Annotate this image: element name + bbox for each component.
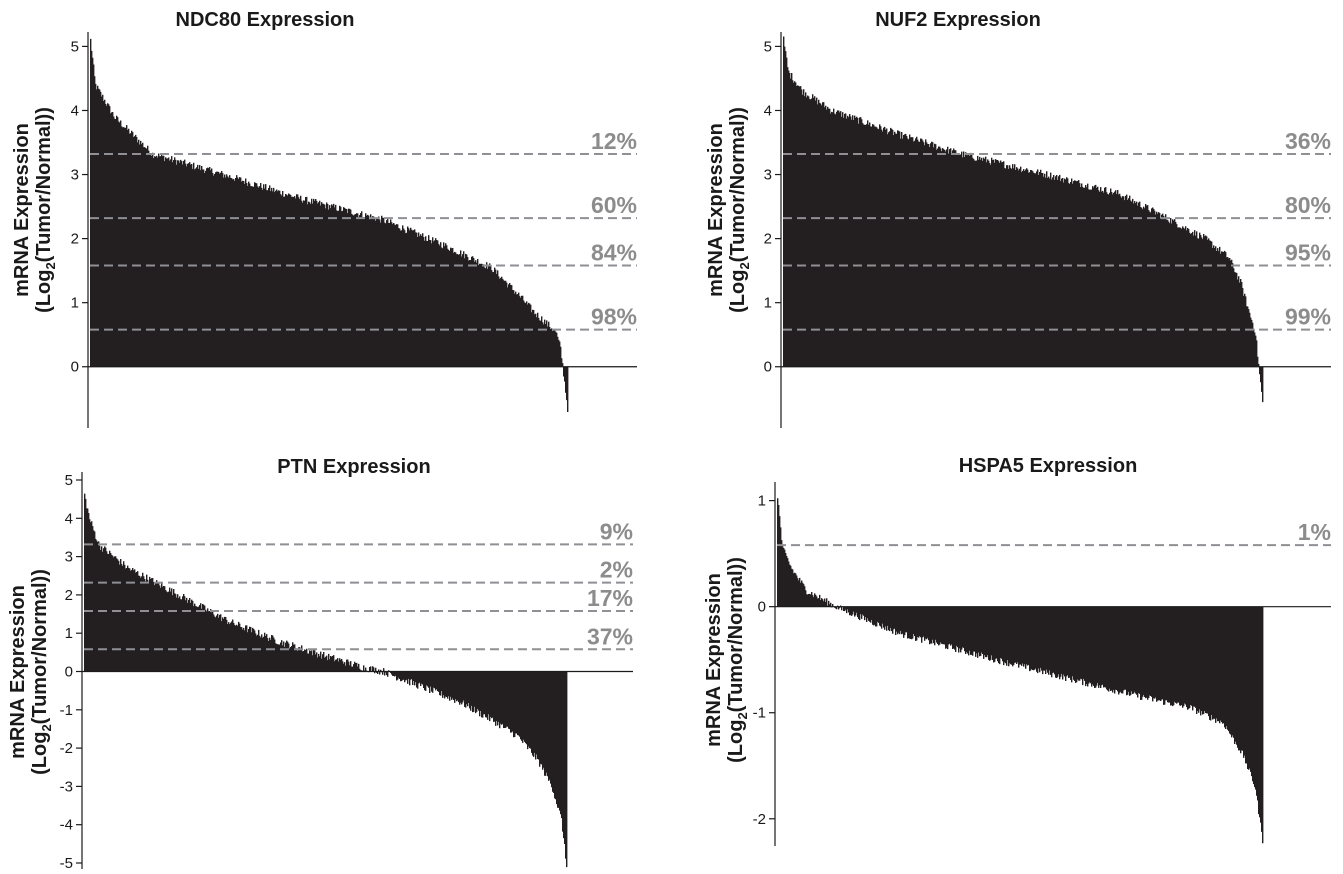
chart-panel-2: 0 1 2 3 4 5 36% 80% 95% 99% NUF2 Expression mRNA Ex… bbox=[705, 9, 1331, 428]
y-tick-label: 1 bbox=[71, 295, 79, 312]
chart-title: NDC80 Expression bbox=[176, 9, 355, 31]
y-tick-label: -3 bbox=[60, 778, 73, 795]
y-axis-label: mRNA Expression bbox=[705, 123, 727, 297]
chart-title: PTN Expression bbox=[277, 456, 430, 478]
threshold-percent-label: 1% bbox=[1298, 519, 1331, 545]
y-tick-label: 2 bbox=[71, 231, 79, 248]
expression-bars bbox=[84, 493, 568, 868]
chart-panel-1: 0 1 2 3 4 5 12% 60% 84% 98% NDC80 Expression mRNA E… bbox=[11, 9, 637, 428]
y-tick-label: -5 bbox=[60, 855, 73, 872]
y-tick-label: 3 bbox=[71, 167, 79, 184]
y-tick-label: -1 bbox=[753, 705, 766, 722]
y-tick-label: 4 bbox=[764, 102, 772, 119]
bars bbox=[777, 498, 1264, 844]
chart-title: NUF2 Expression bbox=[875, 9, 1041, 31]
y-tick-label: -2 bbox=[60, 740, 73, 757]
threshold-percent-label: 99% bbox=[1285, 304, 1331, 330]
bars bbox=[84, 493, 568, 868]
y-tick-label: 2 bbox=[65, 587, 73, 604]
chart-title: HSPA5 Expression bbox=[959, 455, 1138, 477]
threshold-percent-label: 80% bbox=[1285, 192, 1331, 218]
threshold-percent-label: 9% bbox=[600, 518, 633, 544]
y-axis-label-unit: (Log2(Tumor/Normal)) bbox=[33, 107, 58, 313]
bars bbox=[783, 36, 1264, 403]
y-tick-label: 5 bbox=[71, 38, 79, 55]
threshold-percent-label: 84% bbox=[591, 240, 637, 266]
y-tick-label: 1 bbox=[758, 493, 766, 510]
y-tick-label: 4 bbox=[71, 102, 79, 119]
y-tick-label: 0 bbox=[65, 664, 73, 681]
threshold-percent-label: 95% bbox=[1285, 240, 1331, 266]
y-axis-label: mRNA Expression bbox=[11, 123, 33, 297]
y-axis-label-unit: (Log2(Tumor/Normal)) bbox=[29, 569, 54, 775]
y-tick-label: 5 bbox=[65, 472, 73, 489]
bars bbox=[90, 38, 569, 412]
y-tick-label: 0 bbox=[758, 599, 766, 616]
y-tick-label: 3 bbox=[764, 167, 772, 184]
threshold-percent-label: 2% bbox=[600, 557, 633, 583]
y-axis-label-unit: (Log2(Tumor/Normal)) bbox=[727, 107, 752, 313]
y-axis-label-unit: (Log2(Tumor/Normal)) bbox=[725, 557, 750, 763]
y-tick-label: 3 bbox=[65, 549, 73, 566]
expression-bars bbox=[777, 498, 1264, 844]
threshold-percent-label: 60% bbox=[591, 192, 637, 218]
y-tick-label: 5 bbox=[764, 38, 772, 55]
y-tick-label: -1 bbox=[60, 702, 73, 719]
y-tick-label: 1 bbox=[65, 625, 73, 642]
chart-panel-3: -5 -4 -3 -2 -1 0 1 2 3 4 5 9% 2%17% 37% PTN Expression… bbox=[7, 456, 633, 872]
y-axis-label: mRNA Expression bbox=[7, 585, 29, 759]
y-tick-label: 4 bbox=[65, 510, 73, 527]
y-tick-label: 0 bbox=[764, 359, 772, 376]
y-axis-label: mRNA Expression bbox=[703, 573, 725, 747]
threshold-percent-label: 37% bbox=[587, 623, 633, 649]
threshold-percent-label: 98% bbox=[591, 304, 637, 330]
chart-panel-4: -2 -1 0 1 1% HSPA5 Expression mRNA Expression(… bbox=[703, 455, 1331, 846]
y-tick-label: 1 bbox=[764, 295, 772, 312]
y-tick-label: -4 bbox=[60, 817, 73, 834]
y-tick-label: 0 bbox=[71, 359, 79, 376]
threshold-percent-label: 17% bbox=[587, 585, 633, 611]
expression-bars bbox=[783, 36, 1264, 403]
threshold-percent-label: 12% bbox=[591, 128, 637, 154]
y-tick-label: -2 bbox=[753, 811, 766, 828]
y-tick-label: 2 bbox=[764, 231, 772, 248]
expression-bars bbox=[90, 38, 569, 412]
threshold-percent-label: 36% bbox=[1285, 128, 1331, 154]
